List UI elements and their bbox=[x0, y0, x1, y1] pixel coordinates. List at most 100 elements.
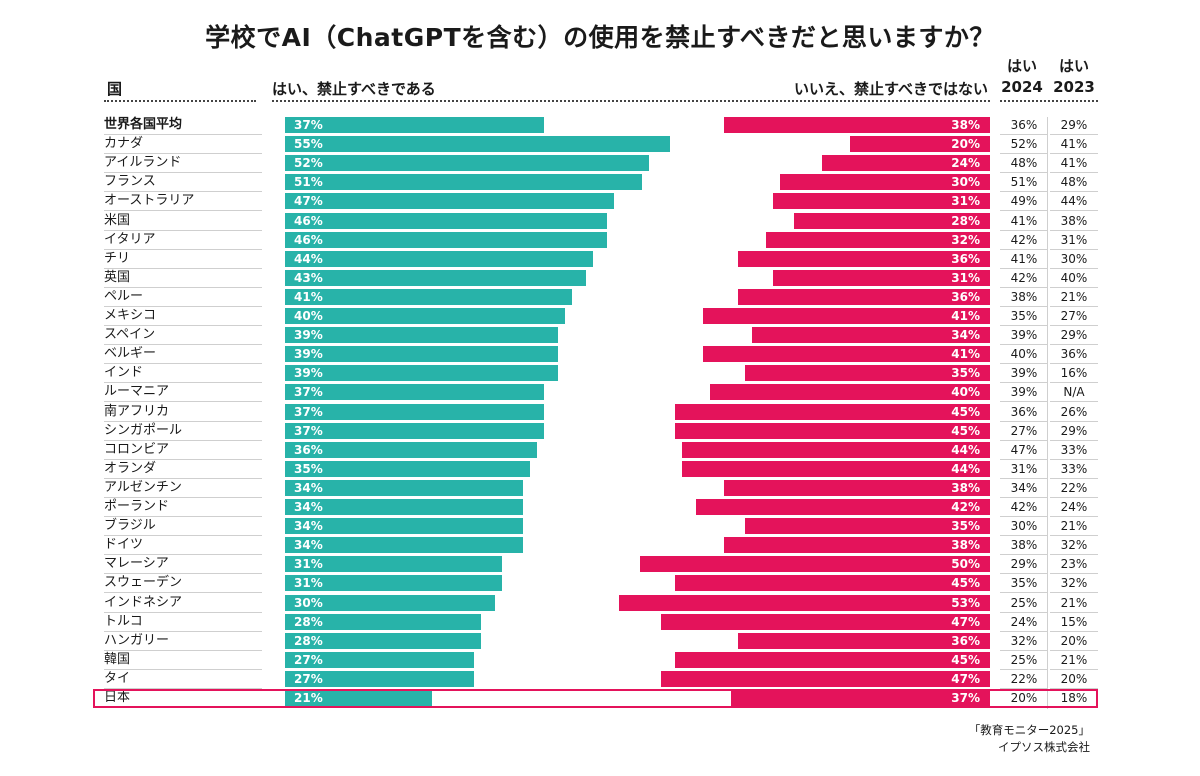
country-label: 米国 bbox=[104, 212, 262, 231]
bar-no-label: 44% bbox=[940, 461, 980, 477]
bar-yes-label: 41% bbox=[294, 289, 323, 305]
yes-2023-value: 27% bbox=[1050, 307, 1098, 326]
bar-yes bbox=[285, 213, 607, 229]
bar-yes-label: 40% bbox=[294, 308, 323, 324]
country-label: 英国 bbox=[104, 269, 262, 288]
yes-2023-value: 40% bbox=[1050, 269, 1098, 288]
yes-2024-value: 38% bbox=[1000, 536, 1048, 555]
bar-yes bbox=[285, 251, 593, 267]
yes-2023-value: 32% bbox=[1050, 536, 1098, 555]
bar-yes-label: 52% bbox=[294, 155, 323, 171]
yes-2023-value: 22% bbox=[1050, 479, 1098, 498]
yes-2023-value: 15% bbox=[1050, 613, 1098, 632]
bar-yes-label: 39% bbox=[294, 365, 323, 381]
header-divider-country bbox=[104, 100, 256, 102]
yes-2024-value: 25% bbox=[1000, 594, 1048, 613]
bar-no-label: 47% bbox=[940, 671, 980, 687]
yes-2023-value: 29% bbox=[1050, 116, 1098, 135]
bar-no-label: 28% bbox=[940, 213, 980, 229]
bar-yes-label: 43% bbox=[294, 270, 323, 286]
bar-yes bbox=[285, 136, 670, 152]
bar-yes bbox=[285, 308, 565, 324]
bar-yes bbox=[285, 365, 558, 381]
bar-yes-label: 31% bbox=[294, 575, 323, 591]
yes-2023-value: 16% bbox=[1050, 364, 1098, 383]
bar-no bbox=[640, 556, 990, 572]
bar-yes-label: 27% bbox=[294, 652, 323, 668]
bar-no-label: 44% bbox=[940, 442, 980, 458]
yes-2023-value: 29% bbox=[1050, 422, 1098, 441]
bar-yes-label: 34% bbox=[294, 537, 323, 553]
country-label: オーストラリア bbox=[104, 192, 262, 211]
yes-2024-value: 35% bbox=[1000, 307, 1048, 326]
header-no: いいえ、禁止すべきではない bbox=[794, 78, 988, 99]
yes-2024-value: 42% bbox=[1000, 231, 1048, 250]
country-label: オランダ bbox=[104, 460, 262, 479]
bar-yes-label: 36% bbox=[294, 442, 323, 458]
bar-yes-label: 34% bbox=[294, 518, 323, 534]
bar-yes-label: 39% bbox=[294, 346, 323, 362]
bar-no-label: 41% bbox=[940, 346, 980, 362]
country-label: ペルー bbox=[104, 288, 262, 307]
bar-yes-label: 37% bbox=[294, 423, 323, 439]
bar-yes-label: 47% bbox=[294, 193, 323, 209]
bar-yes bbox=[285, 270, 586, 286]
header-divider-history bbox=[1000, 100, 1098, 102]
bar-no-label: 20% bbox=[940, 136, 980, 152]
bar-yes-label: 31% bbox=[294, 556, 323, 572]
country-label: アルゼンチン bbox=[104, 479, 262, 498]
bar-no-label: 32% bbox=[940, 232, 980, 248]
bar-yes-label: 37% bbox=[294, 117, 323, 133]
bar-no-label: 24% bbox=[940, 155, 980, 171]
country-label: ブラジル bbox=[104, 517, 262, 536]
yes-2023-value: 21% bbox=[1050, 517, 1098, 536]
bar-no-label: 36% bbox=[940, 633, 980, 649]
yes-2024-value: 31% bbox=[1000, 460, 1048, 479]
country-label: カナダ bbox=[104, 135, 262, 154]
source-line-1: 「教育モニター2025」 bbox=[969, 722, 1090, 739]
country-label: マレーシア bbox=[104, 555, 262, 574]
bar-yes-label: 28% bbox=[294, 614, 323, 630]
yes-2024-value: 34% bbox=[1000, 479, 1048, 498]
country-label: コロンビア bbox=[104, 441, 262, 460]
country-label: 南アフリカ bbox=[104, 403, 262, 422]
bar-yes-label: 37% bbox=[294, 404, 323, 420]
bar-yes bbox=[285, 289, 572, 305]
bar-yes-label: 55% bbox=[294, 136, 323, 152]
country-label: ベルギー bbox=[104, 345, 262, 364]
bar-no bbox=[619, 595, 990, 611]
bar-yes-label: 44% bbox=[294, 251, 323, 267]
bar-yes-label: 35% bbox=[294, 461, 323, 477]
yes-2024-value: 41% bbox=[1000, 212, 1048, 231]
country-label: メキシコ bbox=[104, 307, 262, 326]
bar-yes bbox=[285, 442, 537, 458]
bar-yes bbox=[285, 155, 649, 171]
bar-yes-label: 30% bbox=[294, 595, 323, 611]
yes-2023-value: 38% bbox=[1050, 212, 1098, 231]
country-label: 韓国 bbox=[104, 651, 262, 670]
yes-2024-value: 51% bbox=[1000, 173, 1048, 192]
bar-no-label: 38% bbox=[940, 537, 980, 553]
country-label: スウェーデン bbox=[104, 574, 262, 593]
yes-2023-value: 41% bbox=[1050, 154, 1098, 173]
bar-yes-label: 34% bbox=[294, 499, 323, 515]
yes-2023-value: 20% bbox=[1050, 632, 1098, 651]
yes-2023-value: N/A bbox=[1050, 383, 1098, 402]
bar-yes bbox=[285, 346, 558, 362]
country-label: シンガポール bbox=[104, 422, 262, 441]
bar-yes-label: 34% bbox=[294, 480, 323, 496]
bar-yes bbox=[285, 174, 642, 190]
yes-2024-value: 27% bbox=[1000, 422, 1048, 441]
yes-2023-value: 21% bbox=[1050, 594, 1098, 613]
bar-yes-label: 28% bbox=[294, 633, 323, 649]
yes-2024-value: 39% bbox=[1000, 364, 1048, 383]
bar-no-label: 47% bbox=[940, 614, 980, 630]
country-label: インドネシア bbox=[104, 594, 262, 613]
bar-no-label: 45% bbox=[940, 404, 980, 420]
bar-yes bbox=[285, 117, 544, 133]
yes-2024-value: 38% bbox=[1000, 288, 1048, 307]
yes-2024-value: 41% bbox=[1000, 250, 1048, 269]
bar-no-label: 45% bbox=[940, 575, 980, 591]
header-divider-bars bbox=[272, 100, 990, 102]
yes-2023-value: 23% bbox=[1050, 555, 1098, 574]
